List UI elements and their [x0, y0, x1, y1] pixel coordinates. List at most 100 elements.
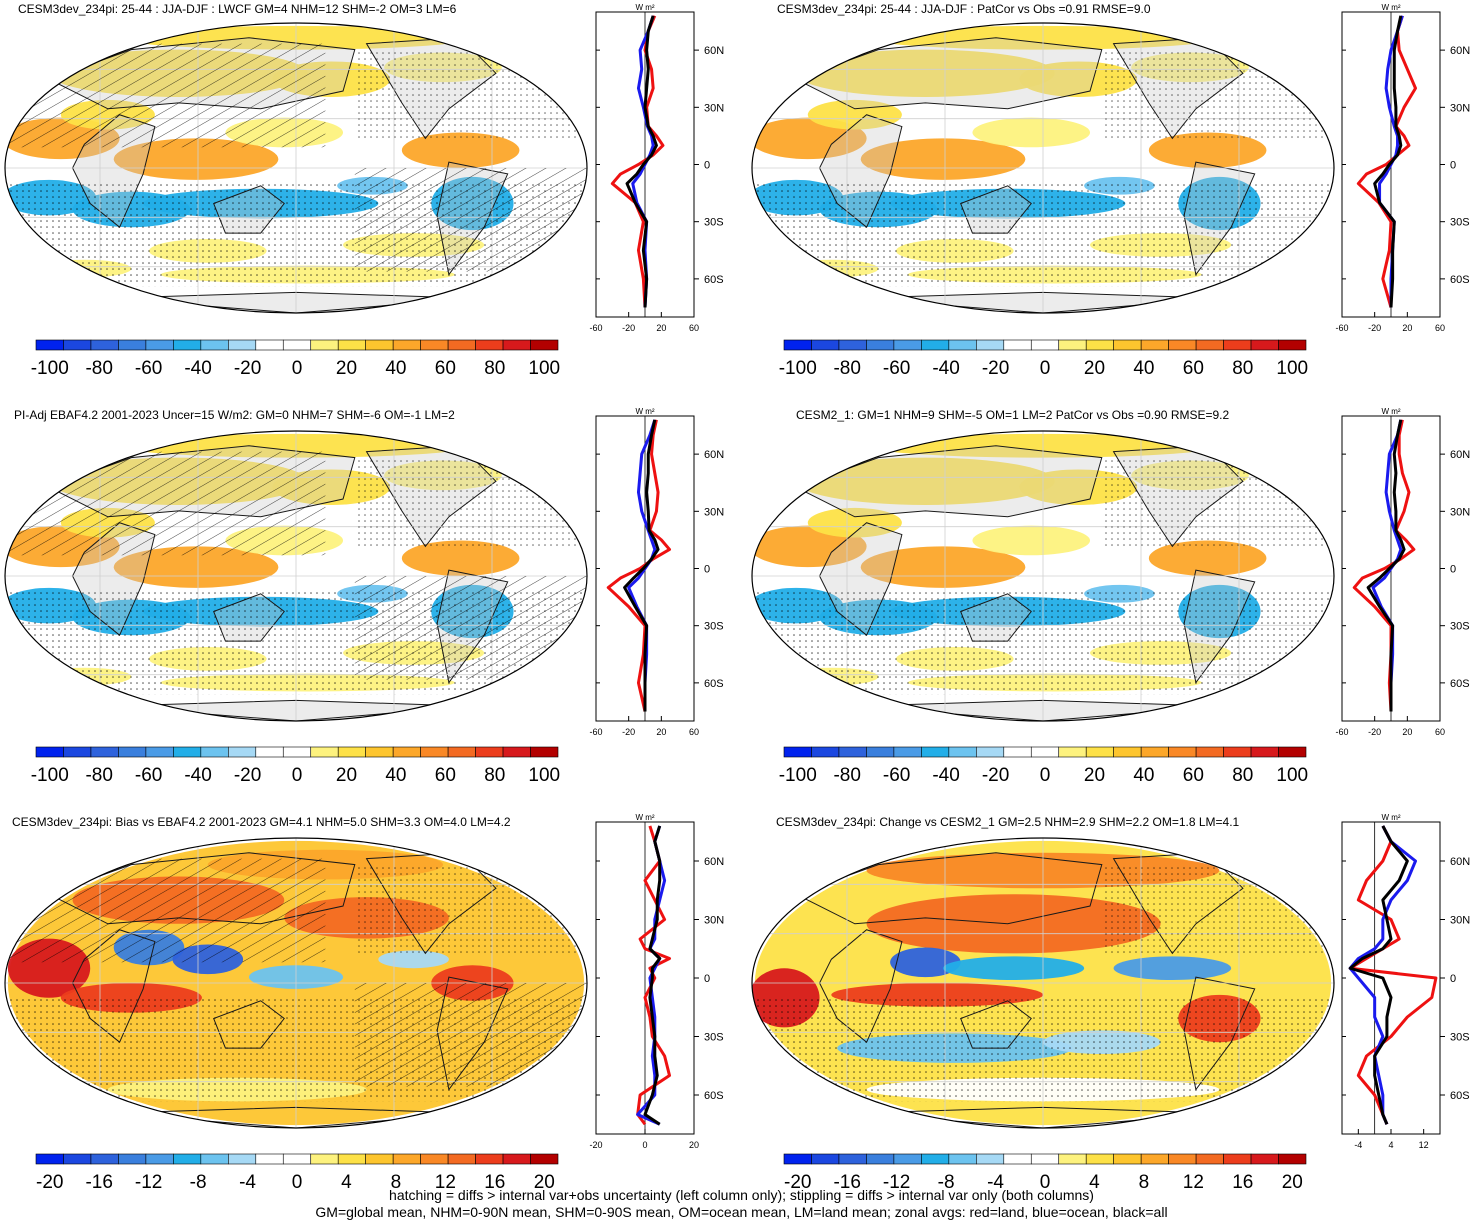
colorbar-swatch — [447, 746, 476, 758]
colorbar-swatch — [310, 1153, 339, 1165]
colorbar-swatch — [783, 746, 812, 758]
anomaly-region — [972, 117, 1091, 148]
y-tick-label: 60S — [704, 274, 724, 286]
colorbar-tick-label: -8 — [938, 1172, 955, 1193]
colorbar-tick-label: -4 — [239, 1172, 256, 1193]
colorbar-swatch — [173, 1153, 202, 1165]
hatching — [5, 451, 326, 556]
series-line-all — [625, 15, 658, 308]
x-tick-label: 60 — [689, 323, 699, 333]
x-tick-label: -20 — [622, 323, 635, 333]
map-field — [5, 838, 587, 1128]
x-tick-label: 20 — [656, 727, 666, 737]
colorbar-tick-label: -12 — [883, 1172, 910, 1193]
y-tick-label: 0 — [1450, 973, 1456, 985]
colorbar-swatch — [502, 1153, 531, 1165]
colorbar-swatch — [811, 1153, 840, 1165]
colorbar-swatch — [976, 1153, 1005, 1165]
colorbar-tick-label: -8 — [190, 1172, 207, 1193]
y-tick-label: 0 — [704, 564, 710, 576]
colorbar-swatch — [392, 339, 421, 351]
x-tick-label: -20 — [1368, 727, 1381, 737]
zonal-plot-middle-right: W m² 60N 30N 0 30S 60S -60 -20 20 60 — [1335, 407, 1470, 737]
colorbar-tick-label: 40 — [1133, 358, 1154, 379]
panel-title-top-right: CESM3dev_234pi: 25-44 : JJA-DJF : PatCor… — [777, 2, 1151, 16]
colorbar-swatch — [1250, 746, 1279, 758]
colorbar-tick-label: 80 — [484, 358, 505, 379]
hatching — [5, 43, 326, 148]
colorbar-swatch — [502, 746, 531, 758]
colorbar-bottom-left: -20 -16 -12 -8 -4 0 4 8 12 16 20 — [35, 1153, 559, 1193]
x-tick-label: -20 — [589, 1140, 602, 1150]
colorbar-swatch — [1085, 746, 1114, 758]
colorbar-tick-label: 60 — [1183, 358, 1204, 379]
colorbar-swatch — [1113, 339, 1142, 351]
colorbar-swatch — [118, 746, 147, 758]
colorbar-swatch — [475, 746, 504, 758]
colorbar-swatch — [1003, 339, 1032, 351]
colorbar-swatch — [475, 339, 504, 351]
colorbar-swatch — [365, 339, 394, 351]
map-middle-right — [751, 430, 1335, 722]
continent-outline — [794, 852, 1103, 925]
colorbar-swatch — [1058, 339, 1087, 351]
y-tick-label: 30N — [1450, 506, 1470, 518]
colorbar-swatch — [811, 339, 840, 351]
y-tick-label: 30S — [1450, 621, 1470, 633]
x-tick-label: 12 — [1419, 1140, 1429, 1150]
colorbar-tick-label: 0 — [1040, 1172, 1051, 1193]
colorbar-tick-label: -40 — [184, 358, 211, 379]
series-line-all — [1348, 825, 1409, 1125]
colorbar-swatch — [200, 746, 229, 758]
colorbar-swatch — [1113, 746, 1142, 758]
map-border — [751, 837, 1335, 1129]
y-tick-label: 30N — [704, 506, 724, 518]
colorbar-swatch — [145, 339, 174, 351]
map-border — [751, 430, 1335, 722]
x-tick-label: 20 — [1402, 323, 1412, 333]
colorbar-swatch — [392, 746, 421, 758]
y-tick-label: 60S — [1450, 274, 1470, 286]
colorbar-swatch — [1278, 339, 1307, 351]
colorbar-swatch — [1140, 1153, 1169, 1165]
x-tick-label: -20 — [1368, 323, 1381, 333]
y-tick-label: 60S — [1450, 1090, 1470, 1102]
colorbar-swatch — [1168, 746, 1197, 758]
colorbar-tick-label: 80 — [1232, 765, 1253, 786]
anomaly-region — [1113, 956, 1232, 981]
colorbar-tick-label: -60 — [135, 765, 162, 786]
y-tick-label: 60S — [1450, 678, 1470, 690]
colorbar-swatch — [310, 746, 339, 758]
colorbar-tick-label: 100 — [528, 765, 560, 786]
panel-title-bottom-left: CESM3dev_234pi: Bias vs EBAF4.2 2001-202… — [12, 815, 511, 829]
colorbar-swatch — [893, 339, 922, 351]
colorbar-swatch — [228, 746, 257, 758]
colorbar-swatch — [447, 1153, 476, 1165]
colorbar-swatch — [948, 746, 977, 758]
colorbar-swatch — [502, 339, 531, 351]
anomaly-region — [860, 546, 1026, 588]
footer-note-legend: GM=global mean, NHM=0-90N mean, SHM=0-90… — [315, 1204, 1168, 1220]
anomaly-region — [866, 894, 1161, 954]
map-field — [752, 838, 1334, 1128]
y-tick-label: 60N — [1450, 449, 1470, 461]
colorbar-swatch — [90, 1153, 119, 1165]
zonal-unit-label: W m² — [635, 813, 654, 822]
colorbar-tick-label: 0 — [292, 1172, 303, 1193]
y-tick-label: 30S — [1450, 217, 1470, 229]
zonal-unit-label: W m² — [1381, 3, 1400, 12]
colorbar-swatch — [1058, 1153, 1087, 1165]
map-middle-left — [4, 430, 588, 722]
map-border — [4, 22, 588, 314]
panel-title-bottom-right: CESM3dev_234pi: Change vs CESM2_1 GM=2.5… — [776, 815, 1240, 829]
colorbar-swatch — [1140, 339, 1169, 351]
continent-outline — [794, 37, 1103, 110]
hatching — [5, 858, 326, 963]
map-field — [5, 431, 587, 721]
colorbar-tick-label: -60 — [883, 765, 910, 786]
series-line-land — [1356, 15, 1417, 308]
colorbar-tick-label: -20 — [36, 1172, 63, 1193]
colorbar-tick-label: 20 — [336, 358, 357, 379]
colorbar-swatch — [921, 746, 950, 758]
colorbar-swatch — [1003, 746, 1032, 758]
